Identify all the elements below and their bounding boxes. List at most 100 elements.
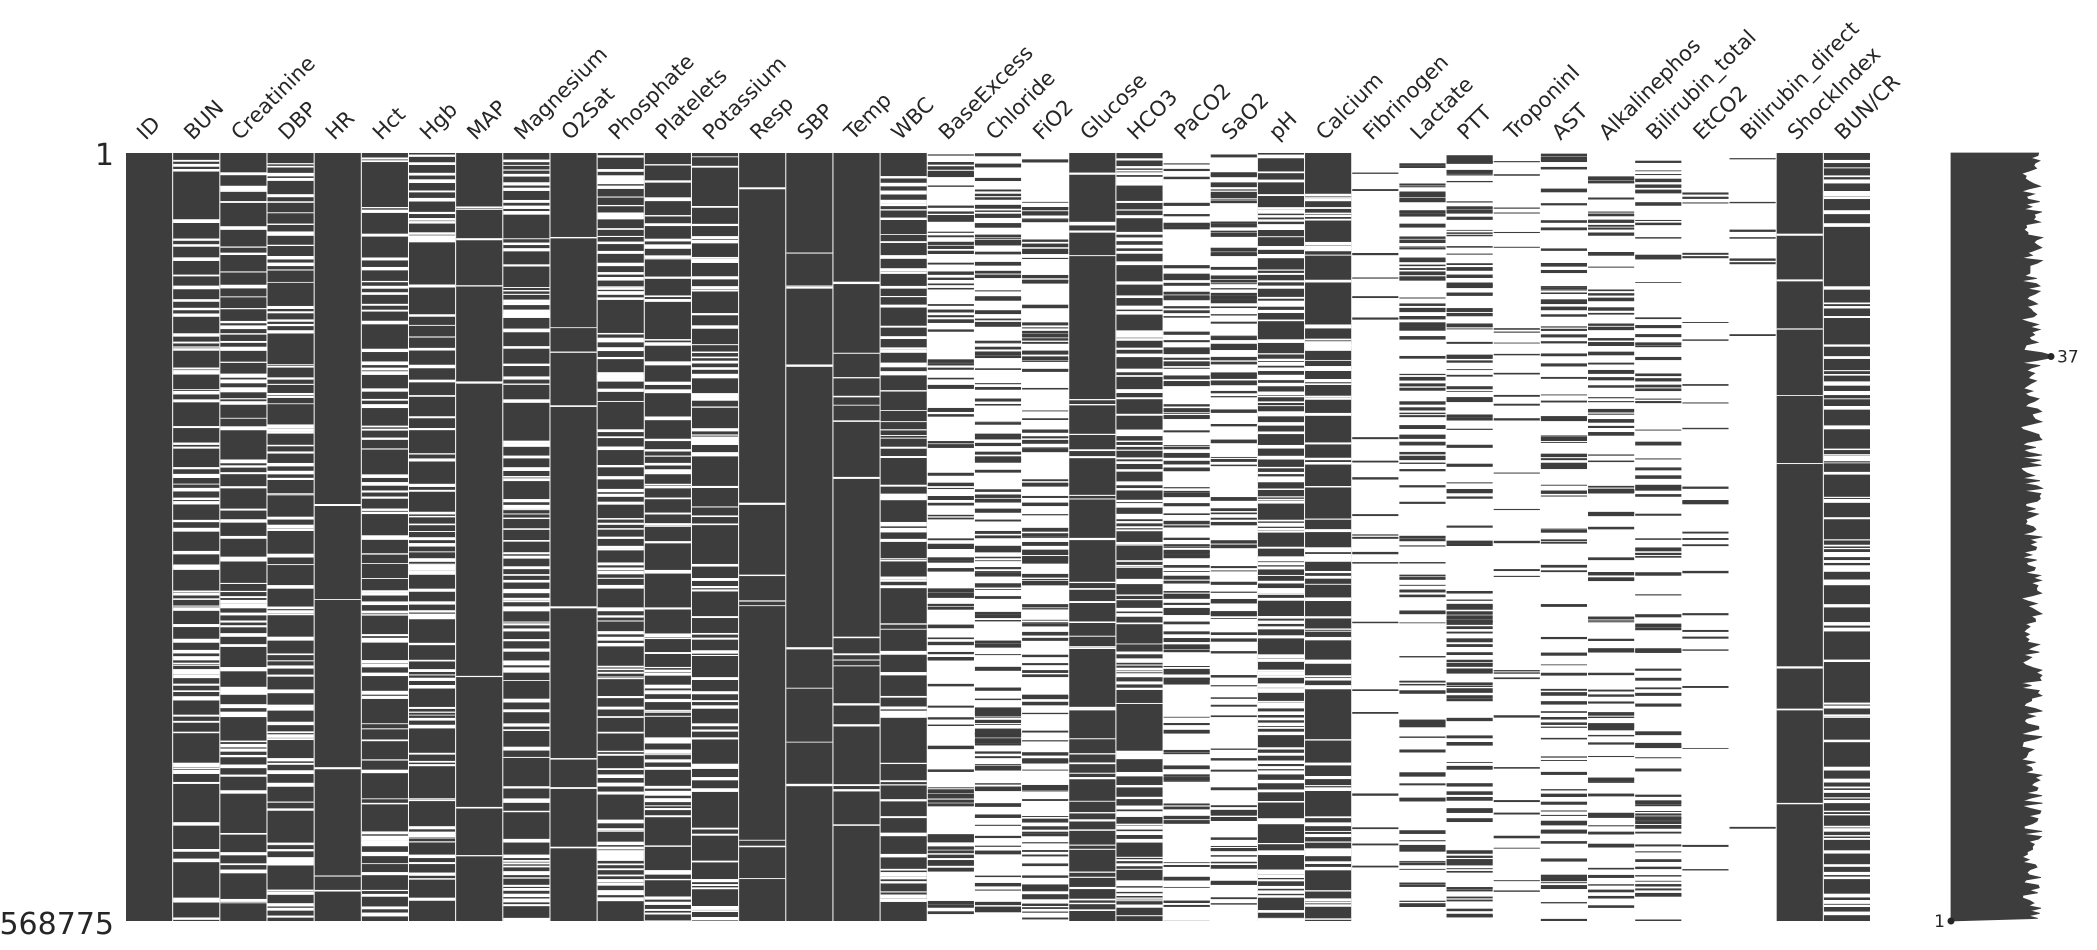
- missing-stripe: [1588, 781, 1635, 783]
- missing-stripe: [1493, 890, 1540, 892]
- missing-stripe: [1635, 614, 1682, 616]
- missing-stripe: [1635, 824, 1682, 829]
- missing-stripe: [1588, 397, 1635, 399]
- missing-stripe: [1116, 613, 1163, 617]
- missing-stripe: [927, 799, 974, 803]
- missing-stripe: [786, 252, 833, 254]
- missing-stripe: [1635, 919, 1682, 921]
- missing-stripe: [503, 800, 550, 803]
- missing-stripe: [1210, 512, 1257, 514]
- missing-stripe: [1257, 800, 1305, 803]
- missing-stripe: [220, 535, 267, 539]
- missing-stripe: [1823, 547, 1870, 550]
- missing-stripe: [1210, 191, 1257, 196]
- missing-stripe: [220, 599, 267, 604]
- missing-stripe: [267, 281, 314, 283]
- missing-stripe: [644, 569, 691, 574]
- missing-stripe: [927, 846, 974, 850]
- missing-stripe: [1257, 850, 1305, 855]
- missing-stripe: [361, 371, 408, 375]
- missing-stripe: [1257, 456, 1305, 460]
- missing-stripe: [1022, 730, 1069, 733]
- missing-stripe: [1823, 659, 1870, 662]
- missing-stripe: [1069, 449, 1116, 452]
- missing-stripe: [1210, 230, 1257, 233]
- missing-stripe: [927, 218, 974, 222]
- missing-stripe: [503, 303, 550, 305]
- missing-stripe: [833, 404, 880, 406]
- missing-stripe: [1823, 828, 1870, 832]
- missing-stripe: [173, 467, 220, 470]
- missing-stripe: [1682, 202, 1729, 204]
- missing-stripe: [267, 528, 314, 531]
- missing-stripe: [1446, 591, 1493, 594]
- missing-stripe: [739, 878, 786, 880]
- missing-stripe: [1163, 487, 1210, 489]
- missing-stripe: [361, 285, 408, 289]
- missing-stripe: [974, 198, 1022, 199]
- missing-stripe: [597, 666, 644, 668]
- missing-stripe: [974, 707, 1022, 711]
- matrix-column-temp: [833, 153, 880, 921]
- missing-stripe: [1210, 848, 1257, 852]
- missing-stripe: [1399, 884, 1446, 887]
- missing-stripe: [1257, 726, 1305, 729]
- missing-stripe: [644, 766, 691, 770]
- missing-stripe: [361, 320, 408, 325]
- missing-stripe: [503, 888, 550, 891]
- missing-stripe: [1257, 215, 1305, 218]
- missing-stripe: [1022, 758, 1069, 762]
- missing-stripe: [1588, 727, 1635, 731]
- missing-stripe: [1305, 458, 1352, 461]
- missing-stripe: [1635, 731, 1682, 736]
- missing-stripe: [1022, 330, 1069, 334]
- missing-stripe: [1022, 495, 1069, 498]
- missing-stripe: [691, 434, 739, 436]
- missing-stripe: [1257, 871, 1305, 875]
- missing-stripe: [597, 819, 644, 824]
- missing-stripe: [1540, 772, 1588, 775]
- missing-stripe: [1635, 401, 1682, 404]
- missing-stripe: [1069, 886, 1116, 890]
- missing-stripe: [1305, 861, 1352, 864]
- missing-stripe: [974, 850, 1022, 855]
- missing-stripe: [361, 893, 408, 897]
- missing-stripe: [1352, 460, 1399, 463]
- missing-stripe: [691, 677, 739, 680]
- missing-stripe: [220, 398, 267, 400]
- missing-stripe: [1682, 192, 1729, 195]
- missing-stripe: [1635, 342, 1682, 346]
- missing-stripe: [1493, 331, 1540, 333]
- column-fill-bun-cr: [1823, 153, 1870, 921]
- missing-stripe: [1257, 683, 1305, 688]
- missing-stripe: [880, 628, 927, 630]
- missing-stripe: [1210, 306, 1257, 309]
- missing-stripe: [1588, 572, 1635, 576]
- missing-stripe: [173, 163, 220, 167]
- missing-stripe: [1446, 490, 1493, 494]
- missing-stripe: [550, 405, 597, 407]
- missing-stripe: [503, 205, 550, 209]
- missing-stripe: [1823, 539, 1870, 541]
- missing-stripe: [786, 286, 833, 289]
- missing-stripe: [833, 352, 880, 354]
- missing-stripe: [1635, 594, 1682, 596]
- missing-stripe: [1257, 224, 1305, 227]
- missing-stripe: [1305, 675, 1352, 678]
- missing-stripe: [1305, 412, 1352, 416]
- missing-stripe: [1257, 527, 1305, 531]
- missing-stripe: [1588, 213, 1635, 217]
- missing-stripe: [1446, 525, 1493, 528]
- missing-stripe: [1635, 703, 1682, 707]
- missing-stripe: [927, 205, 974, 208]
- missing-stripe: [361, 637, 408, 641]
- matrix-column-calcium: [1305, 153, 1352, 921]
- missing-stripe: [267, 613, 314, 616]
- missing-stripe: [173, 473, 220, 476]
- missing-stripe: [1163, 168, 1210, 172]
- missing-stripe: [1163, 384, 1210, 387]
- missing-stripe: [267, 255, 314, 260]
- missing-stripe: [1163, 815, 1210, 820]
- missing-stripe: [927, 546, 974, 549]
